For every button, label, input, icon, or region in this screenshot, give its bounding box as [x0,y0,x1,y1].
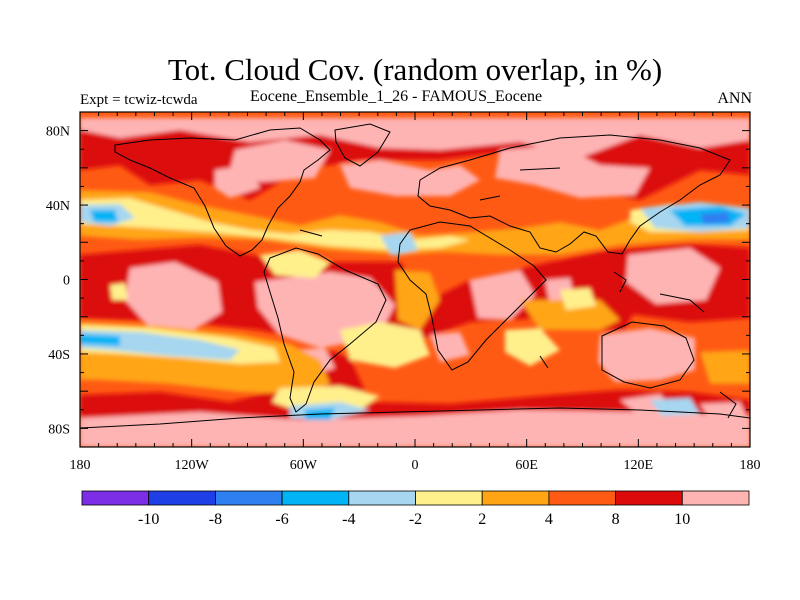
x-tick-label: 120W [175,458,210,473]
colorbar-label: -8 [209,511,222,528]
high-region [626,248,720,304]
high-region [430,332,470,362]
colorbar-label: 10 [674,511,690,528]
x-tick-label: 60E [515,458,538,473]
high-region [700,402,748,422]
colorbar-labels: -10 -8 -6 -4 -2 2 4 8 10 [138,511,690,528]
colorbar-label: -10 [138,511,159,528]
colorbar-swatch [214,490,283,506]
season-label: ANN [717,90,752,107]
coastlines [80,123,750,429]
high-region [80,118,750,158]
axis-ticks [79,111,751,448]
experiment-label: Expt = tcwiz-tcwda [80,92,198,108]
y-tick-label: 0 [63,274,70,289]
low-region [560,288,596,310]
negative-region-strong [700,212,730,224]
coastline-south-america [263,247,387,413]
high-region [230,140,330,182]
colorbar-label: -4 [342,511,355,528]
colorbar-swatch [281,490,350,506]
mid-region [395,270,440,330]
colorbar [81,490,750,506]
plot-title: Tot. Cloud Cov. (random overlap, in %) [167,52,663,87]
high-region [598,328,695,382]
colorbar-swatch [148,490,216,506]
low-region [260,250,330,278]
colorbar-label: -2 [409,511,422,528]
y-tick-label: 80N [46,125,70,140]
low-region [505,328,560,366]
colorbar-swatch [81,490,150,506]
cloud-cover-field [80,112,750,447]
high-region [495,145,650,198]
x-tick-label: 60W [290,458,318,473]
colorbar-label: 8 [612,511,620,528]
colorbar-swatch [415,490,483,506]
high-region [340,160,480,196]
colorbar-label: 2 [478,511,486,528]
coastline-antarctica [80,407,750,429]
mid-region [700,350,750,384]
y-tick-label: 40N [46,199,70,214]
colorbar-swatch [548,490,617,506]
colorbar-label: 4 [545,511,553,528]
coastline-greenland [334,123,391,167]
colorbar-swatch [681,490,750,506]
colorbar-swatch [348,490,416,506]
colorbar-swatch [615,490,683,506]
x-tick-label: 120E [624,458,654,473]
colorbar-label: -6 [275,511,288,528]
coastline-australia [601,321,695,389]
negative-region-strong [90,210,118,222]
ensemble-subtitle: Eocene_Ensemble_1_26 - FAMOUS_Eocene [250,88,543,105]
high-region [215,165,260,198]
mid-region [80,190,750,255]
x-tick-label: 180 [70,458,91,473]
coastline-north-america [114,127,331,257]
coastline-europe-asia [417,134,731,255]
y-tick-label: 80S [48,422,70,437]
negative-region [380,232,418,256]
mid-region [520,300,620,330]
low-region [110,283,128,300]
low-region [80,198,470,250]
colorbar-swatch [481,490,550,506]
y-tick-label: 40S [48,348,70,363]
high-region [80,410,750,447]
coastline-islands [299,167,737,419]
high-region [125,262,222,332]
axis-tick-labels: 180 120W 60W 0 60E 120E 180 80N 40N 0 40S 80S [46,125,761,473]
x-tick-label: 180 [740,458,761,473]
x-tick-label: 0 [412,458,419,473]
coastline-africa [397,221,547,371]
negative-region-strong [80,334,120,346]
